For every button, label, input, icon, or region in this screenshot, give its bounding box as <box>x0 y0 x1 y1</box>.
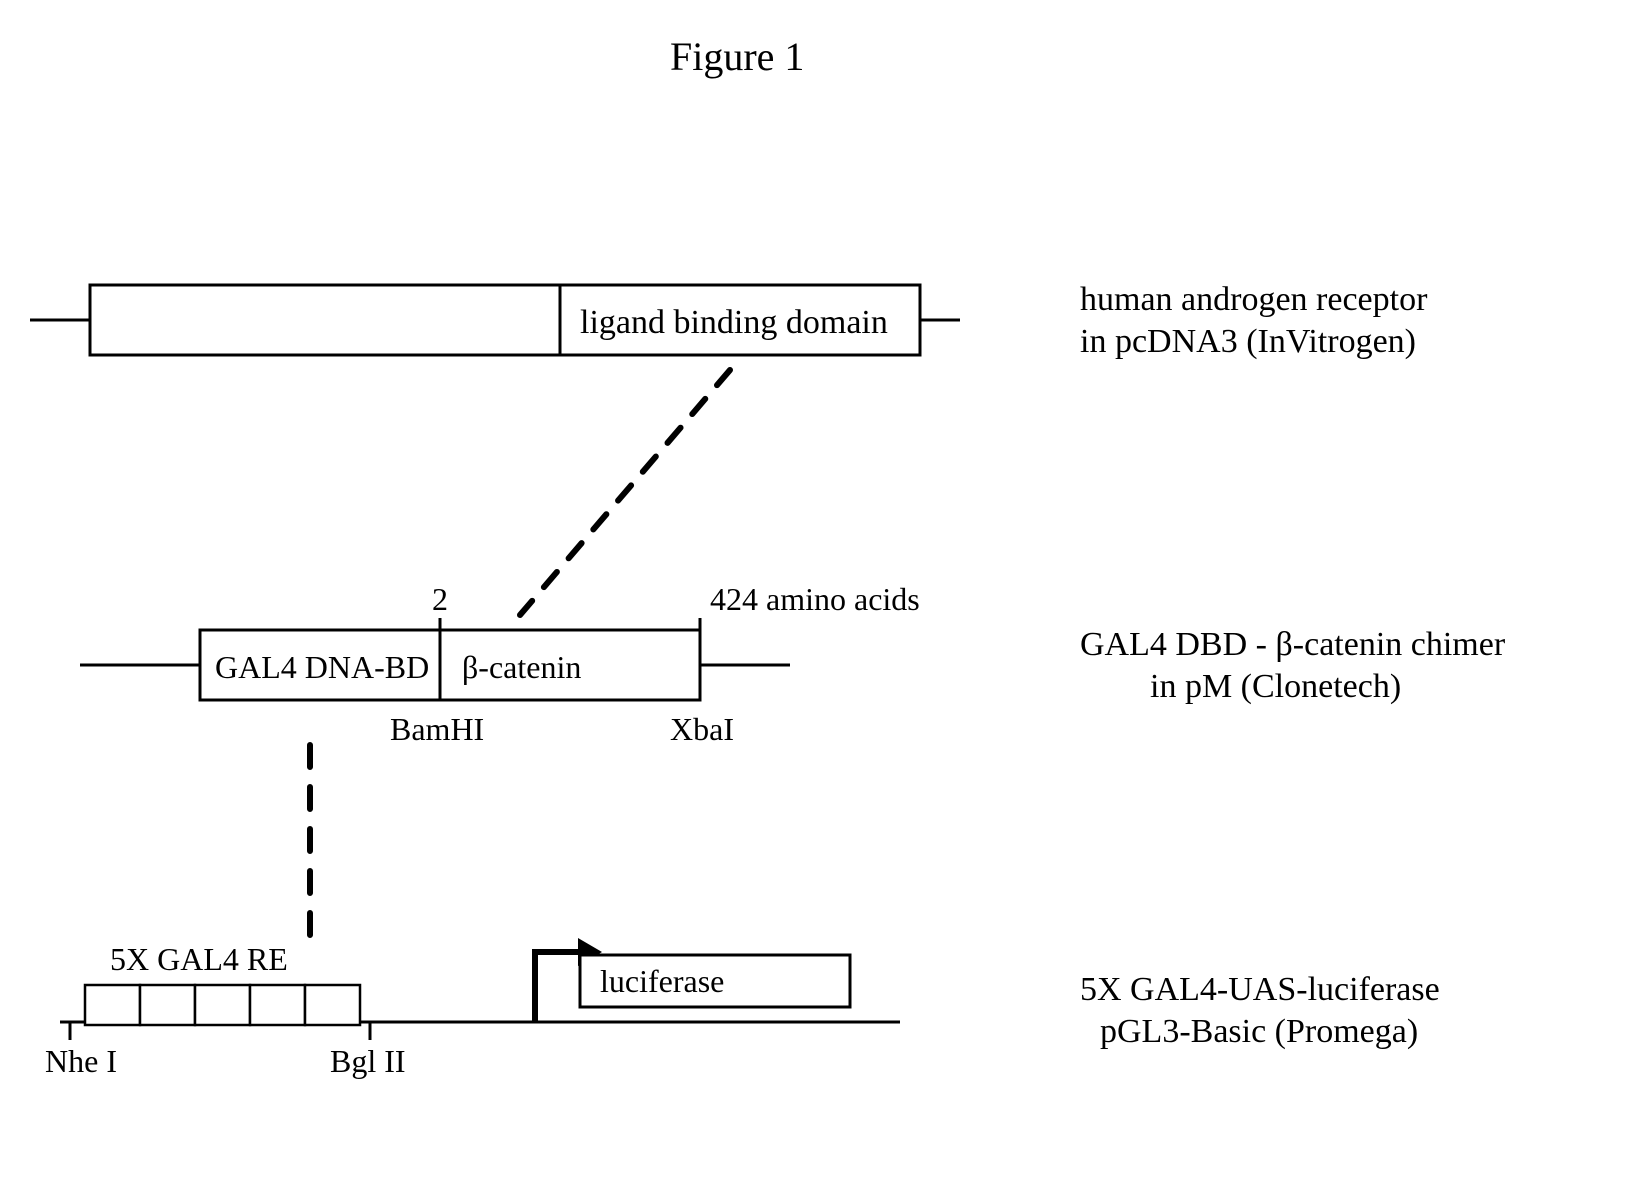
figure-diagram: Figure 1 ligand binding domain human and… <box>0 0 1645 1195</box>
beta-catenin-label: β-catenin <box>462 649 581 685</box>
gal4-re-box <box>250 985 305 1025</box>
c2-caption-line2: in pM (Clonetech) <box>1150 668 1401 705</box>
gal4-re-label: 5X GAL4 RE <box>110 941 288 977</box>
gal4-re-boxes <box>85 985 360 1025</box>
aa-start-label: 2 <box>432 581 448 617</box>
bamhi-label: BamHI <box>390 711 484 747</box>
construct-2: GAL4 DNA-BD β-catenin 2 424 amino acids … <box>80 581 1506 747</box>
bglii-label: Bgl II <box>330 1043 406 1079</box>
c1-caption-line1: human androgen receptor <box>1080 281 1428 318</box>
gal4-re-box <box>305 985 360 1025</box>
gal4-re-box <box>140 985 195 1025</box>
lbd-label: ligand binding domain <box>580 304 888 341</box>
interaction-dash-1 <box>520 370 730 615</box>
gal4-dna-bd-label: GAL4 DNA-BD <box>215 649 429 685</box>
c2-caption-line1: GAL4 DBD - β-catenin chimer <box>1080 626 1506 663</box>
xbai-label: XbaI <box>670 711 734 747</box>
c3-caption-line2: pGL3-Basic (Promega) <box>1100 1013 1418 1050</box>
construct-1: ligand binding domain human androgen rec… <box>30 281 1428 360</box>
luciferase-label: luciferase <box>600 963 724 999</box>
nhei-label: Nhe I <box>45 1043 117 1079</box>
gal4-re-box <box>195 985 250 1025</box>
construct-3: 5X GAL4 RE luciferase Nhe I Bgl II 5X GA… <box>45 938 1440 1079</box>
gal4-re-box <box>85 985 140 1025</box>
c1-caption-line2: in pcDNA3 (InVitrogen) <box>1080 323 1416 360</box>
figure-title: Figure 1 <box>670 34 804 79</box>
aa-end-label: 424 amino acids <box>710 581 920 617</box>
c3-caption-line1: 5X GAL4-UAS-luciferase <box>1080 971 1440 1008</box>
